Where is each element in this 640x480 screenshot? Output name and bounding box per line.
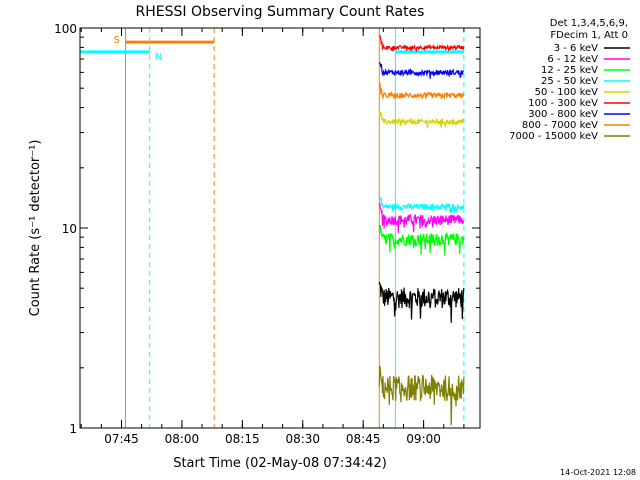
- legend-label: 800 - 7000 keV: [522, 120, 598, 131]
- x-tick-label: 07:45: [104, 432, 139, 446]
- x-tick-label: 08:30: [285, 432, 320, 446]
- series-line-7: [378, 61, 464, 79]
- series-line-3: [378, 224, 465, 256]
- x-tick-label: 09:00: [406, 432, 441, 446]
- series-line-4: [378, 193, 465, 214]
- legend-label: 50 - 100 keV: [535, 87, 599, 98]
- x-axis-label: Start Time (02-May-08 07:34:42): [173, 456, 387, 471]
- y-axis-label: Count Rate (s⁻¹ detector⁻¹): [28, 140, 43, 317]
- series-line-1: [378, 281, 465, 323]
- series-layer: [378, 34, 465, 426]
- x-tick-label: 08:45: [346, 432, 381, 446]
- legend-label: 25 - 50 keV: [541, 76, 598, 87]
- legend-header: FDecim 1, Att 0: [550, 30, 628, 41]
- legend-label: 3 - 6 keV: [554, 43, 598, 54]
- series-line-9: [378, 365, 465, 426]
- series-line-5: [378, 110, 465, 129]
- series-line-8: [378, 82, 464, 101]
- marker-label: S: [114, 35, 120, 46]
- x-tick-label: 08:15: [225, 432, 260, 446]
- axes: 07:45 08:00 08:15 08:30 08:45 09:00 1 10 100: [54, 22, 480, 446]
- legend-label: 100 - 300 keV: [528, 98, 598, 109]
- plot-area: SN: [79, 28, 465, 428]
- legend-label: 12 - 25 keV: [541, 65, 598, 76]
- y-tick-label: 10: [62, 222, 77, 236]
- legend-label: 7000 - 15000 keV: [509, 131, 598, 142]
- marker-label: N: [155, 52, 162, 63]
- y-tick-label: 100: [54, 22, 77, 36]
- x-tick-label: 08:00: [165, 432, 200, 446]
- legend-label: 300 - 800 keV: [528, 109, 598, 120]
- chart-title: RHESSI Observing Summary Count Rates: [136, 4, 425, 20]
- legend: Det 1,3,4,5,6,9,FDecim 1, Att 0 3 - 6 keV…: [509, 18, 630, 142]
- footer-timestamp: 14-Oct-2021 12:08: [560, 468, 636, 477]
- series-line-6: [378, 34, 465, 53]
- legend-header: Det 1,3,4,5,6,9,: [550, 18, 628, 29]
- series-line-2: [378, 202, 465, 233]
- y-tick-label: 1: [69, 422, 77, 436]
- legend-label: 6 - 12 keV: [547, 54, 598, 65]
